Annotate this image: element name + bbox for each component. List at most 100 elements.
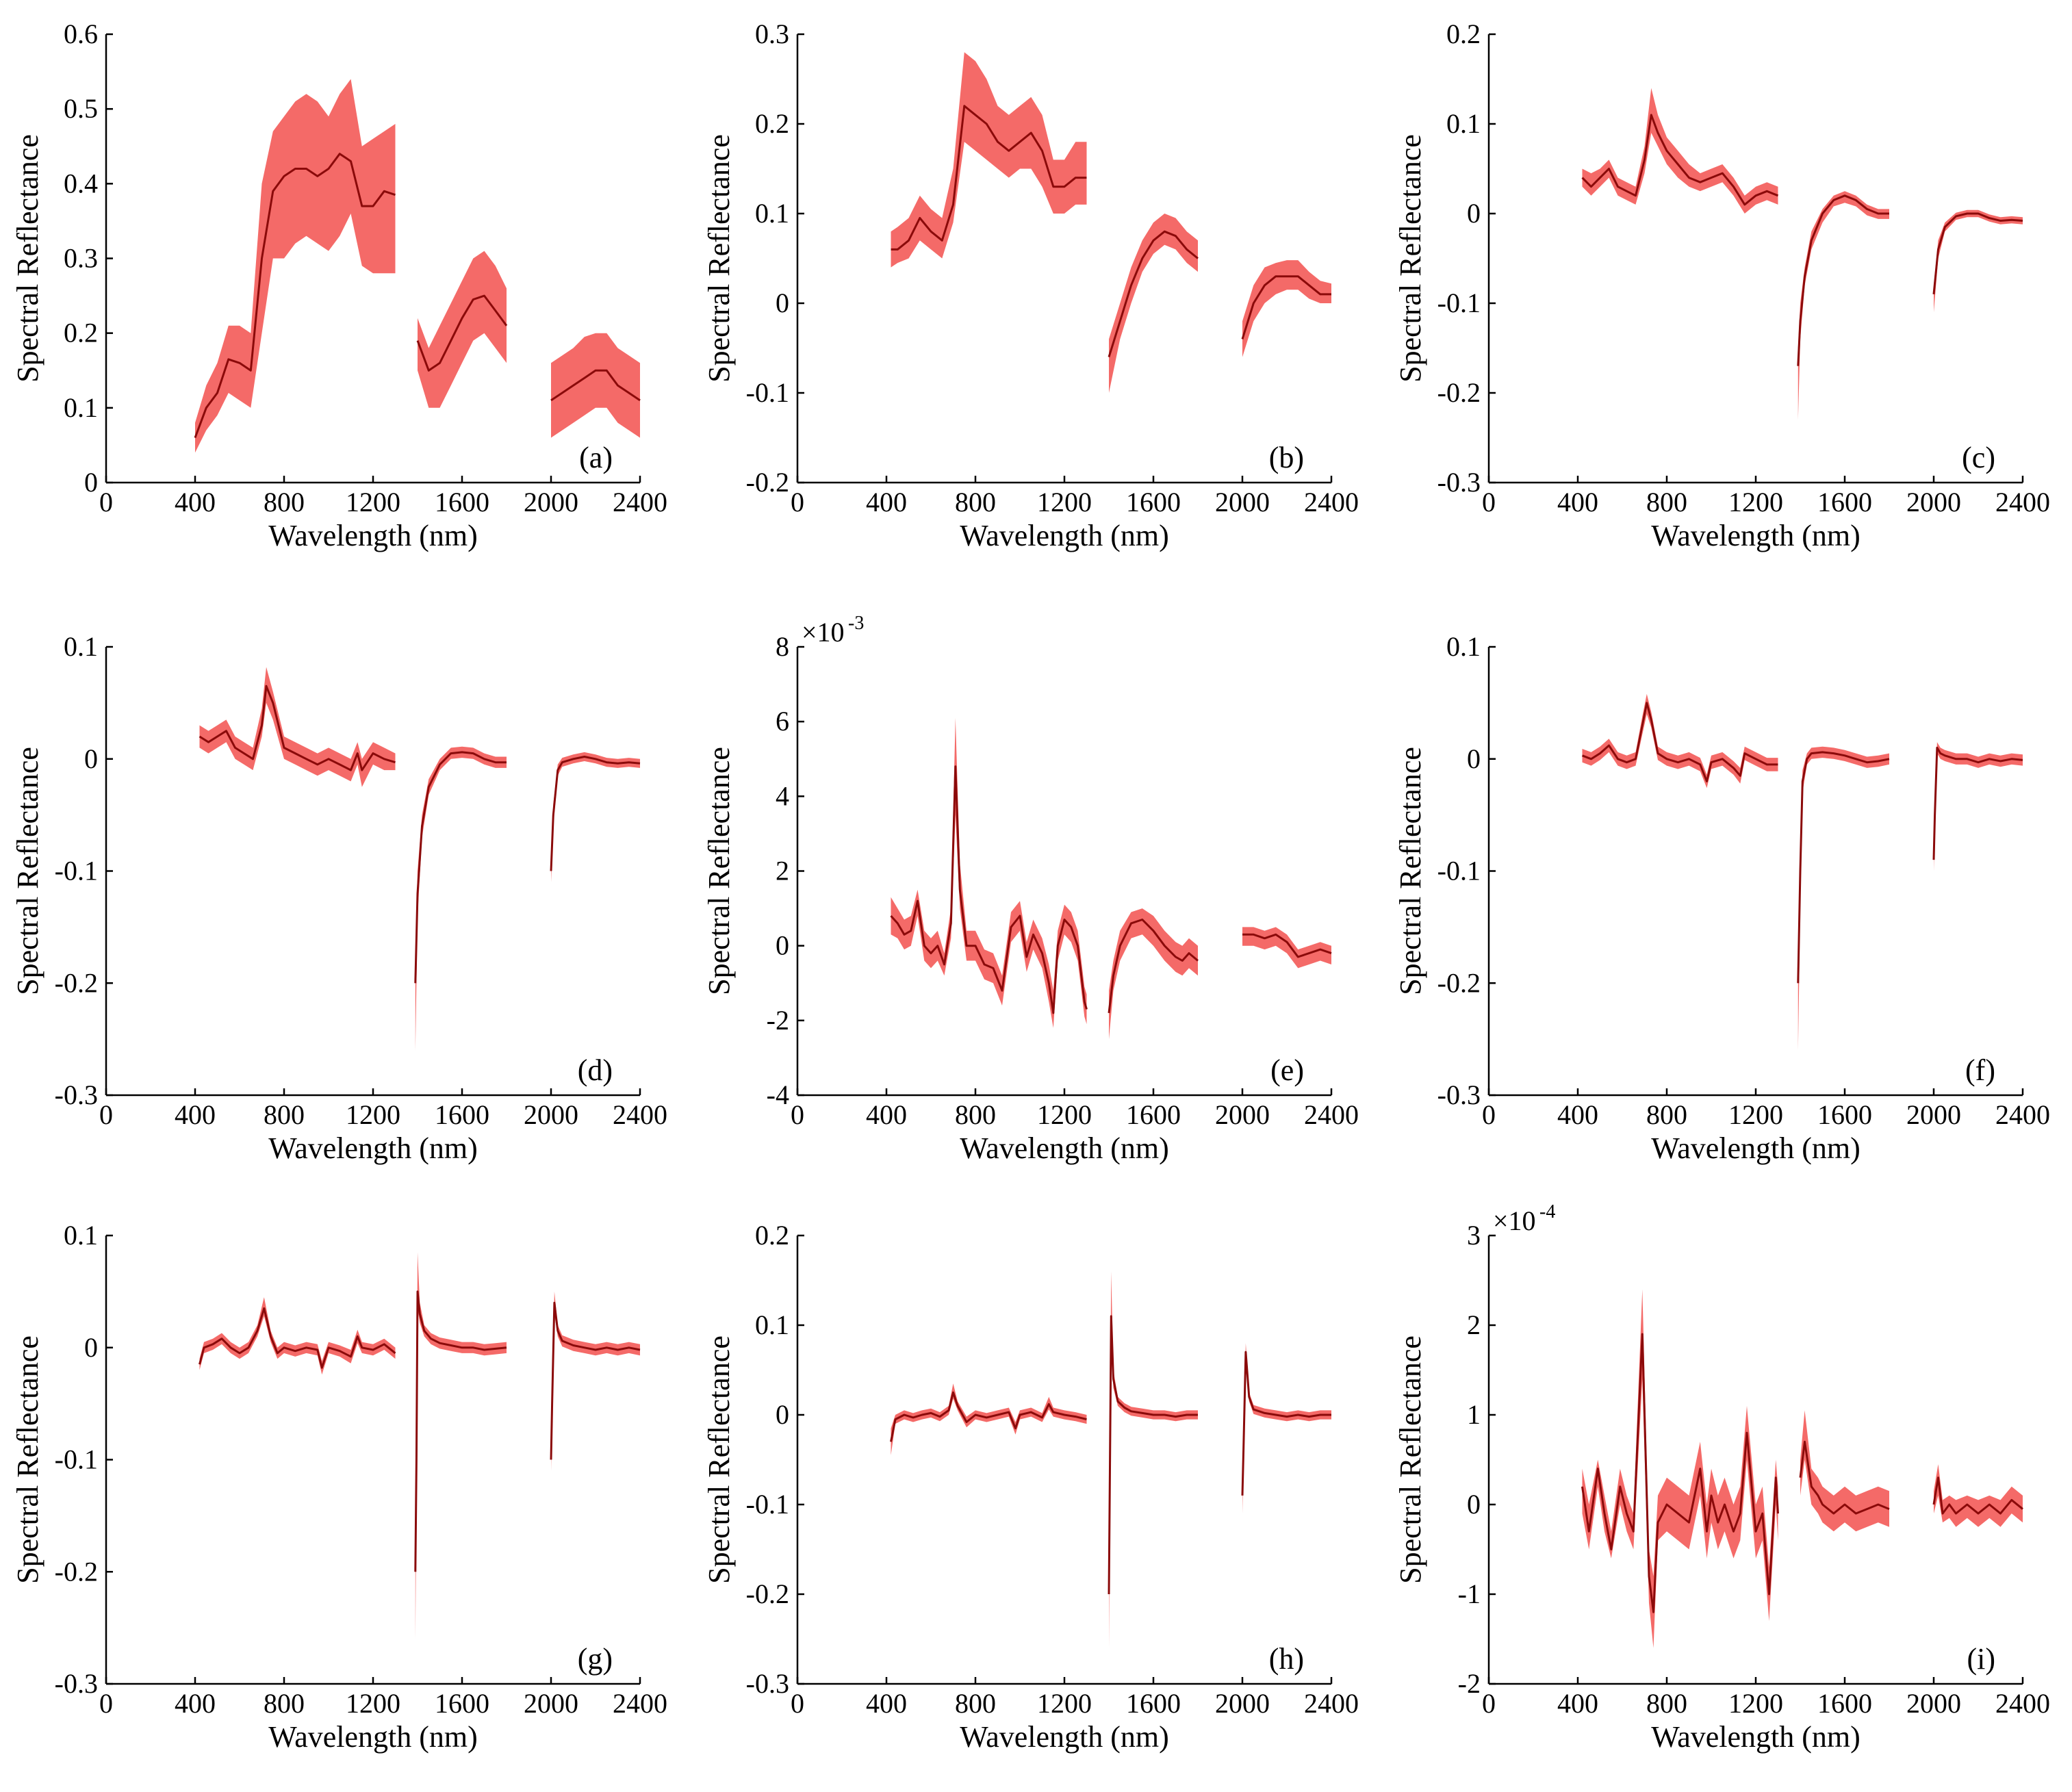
panel-f: 0 400 800 1200 1600 2000 2400 -0.3 -0.2 -0.1 0 0.1 W… <box>1394 631 2050 1165</box>
y-axis-label: Spectral Reflectance <box>1394 134 1427 383</box>
panel-h: 0 400 800 1200 1600 2000 2400 -0.3 -0.2 -0.1 0 0.1 0… <box>702 1220 1359 1754</box>
series-mean-line <box>550 1301 641 1460</box>
x-tick-label: 1600 <box>435 1688 489 1719</box>
series-band <box>1582 88 1778 214</box>
x-tick-label: 2000 <box>524 1688 578 1719</box>
panel-i: 0 400 800 1200 1600 2000 2400 -2 -1 0 1 2 3 Wavelengt… <box>1394 1201 2050 1754</box>
x-tick-label: 800 <box>1646 487 1687 517</box>
y-tick-label: 0.1 <box>755 1309 789 1340</box>
panel-label: (f) <box>1965 1053 1995 1087</box>
y-tick-label: 0.1 <box>64 1220 98 1251</box>
y-tick-label: -0.1 <box>55 1444 98 1475</box>
x-tick-label: 2400 <box>1304 1099 1359 1130</box>
y-tick-label: 0.1 <box>1446 108 1481 139</box>
series-band <box>1242 1343 1331 1514</box>
series-band <box>1798 746 1889 1051</box>
series-band <box>1582 1289 1778 1648</box>
x-axis-label: Wavelength (nm) <box>960 519 1169 552</box>
series-band <box>195 79 396 453</box>
y-tick-label: -0.3 <box>746 1668 789 1699</box>
y-axis-exponent: ×10 <box>802 617 845 648</box>
y-tick-label: 3 <box>1467 1220 1481 1251</box>
series-mean-line <box>1932 212 2023 295</box>
panel-label: (a) <box>579 441 613 474</box>
series-band <box>891 52 1087 268</box>
series-mean-line <box>1581 702 1778 782</box>
x-tick-label: 2000 <box>1906 1099 1961 1130</box>
x-tick-label: 400 <box>1557 487 1598 517</box>
x-tick-label: 1200 <box>1728 1688 1783 1719</box>
x-tick-label: 1200 <box>346 487 400 517</box>
y-tick-label: 0.1 <box>64 631 98 662</box>
panel-label: (d) <box>578 1053 613 1087</box>
panel-e: 0 400 800 1200 1600 2000 2400 -4 -2 0 2 4 6 8 Waveleng… <box>702 613 1359 1165</box>
y-tick-label: -0.3 <box>1437 1079 1481 1110</box>
x-tick-label: 1600 <box>1817 1099 1872 1130</box>
panel-d: 0 400 800 1200 1600 2000 2400 -0.3 -0.2 -0.1 0 0.1 W… <box>11 631 667 1165</box>
panel-b: 0 400 800 1200 1600 2000 2400 -0.2 -0.1 0 0.1 0.2 0.… <box>702 18 1359 552</box>
series-band <box>891 717 1087 1028</box>
y-tick-label: 0 <box>84 1332 98 1363</box>
y-tick-label: -0.1 <box>55 856 98 886</box>
series-band <box>1800 1410 1889 1532</box>
x-tick-label: 400 <box>1557 1688 1598 1719</box>
series-band <box>1242 927 1331 969</box>
series-mean-line <box>550 369 641 402</box>
x-tick-label: 2400 <box>1304 487 1359 517</box>
series-mean-line <box>890 765 1088 1014</box>
x-tick-label: 0 <box>1482 487 1496 517</box>
y-tick-label: -0.1 <box>1437 287 1481 318</box>
x-tick-label: 2000 <box>1906 1688 1961 1719</box>
x-tick-label: 2000 <box>1215 1688 1270 1719</box>
panel-label: (e) <box>1270 1053 1304 1087</box>
y-tick-label: -0.1 <box>1437 856 1481 886</box>
x-tick-label: 0 <box>1482 1688 1496 1719</box>
y-tick-label: -1 <box>1458 1578 1481 1609</box>
y-tick-label: 0.5 <box>64 93 98 124</box>
y-tick-label: 0 <box>84 467 98 498</box>
y-tick-label: 0.3 <box>755 18 789 49</box>
series-band <box>1798 191 1889 420</box>
series-mean-line <box>199 684 396 771</box>
x-tick-label: 400 <box>1557 1099 1598 1130</box>
x-tick-label: 0 <box>791 1688 804 1719</box>
x-tick-label: 2000 <box>524 487 578 517</box>
y-tick-label: -0.3 <box>55 1668 98 1699</box>
x-tick-label: 2400 <box>1995 1688 2050 1719</box>
x-tick-label: 0 <box>99 487 113 517</box>
series-mean-line <box>1242 933 1332 958</box>
series-mean-line <box>1108 1315 1198 1595</box>
x-tick-label: 0 <box>99 1099 113 1130</box>
series-mean-line <box>890 1391 1087 1442</box>
panel-label: (i) <box>1967 1642 1995 1676</box>
x-tick-label: 800 <box>955 1099 996 1130</box>
y-tick-label: 0 <box>776 1399 789 1430</box>
panel-g: 0 400 800 1200 1600 2000 2400 -0.3 -0.2 -0.1 0 0.1 W… <box>11 1220 667 1754</box>
y-axis-exponent-power: -3 <box>848 613 864 634</box>
x-tick-label: 2000 <box>524 1099 578 1130</box>
series-mean-line <box>1108 919 1199 1014</box>
y-tick-label: 0.6 <box>64 18 98 49</box>
x-axis-label: Wavelength (nm) <box>1651 1720 1860 1754</box>
x-tick-label: 800 <box>264 1099 305 1130</box>
x-tick-label: 2400 <box>1304 1688 1359 1719</box>
series-mean-line <box>416 294 508 372</box>
x-tick-label: 0 <box>791 487 804 517</box>
panel-label: (h) <box>1269 1642 1304 1676</box>
panel-a: 0 400 800 1200 1600 2000 2400 0 0.1 0.2 0.3 0.4 0.5 0… <box>11 18 667 552</box>
y-tick-label: -0.2 <box>746 467 789 498</box>
y-axis-label: Spectral Reflectance <box>1394 1335 1427 1584</box>
y-tick-label: 0.4 <box>64 168 98 199</box>
x-tick-label: 2400 <box>613 1099 667 1130</box>
series-band <box>1109 908 1198 1040</box>
y-tick-label: -0.2 <box>746 1578 789 1609</box>
x-axis-label: Wavelength (nm) <box>268 519 478 552</box>
y-tick-label: 0 <box>84 743 98 774</box>
series-mean-line <box>550 756 641 871</box>
x-tick-label: 2400 <box>613 487 667 517</box>
y-axis-label: Spectral Reflectance <box>11 747 44 995</box>
series-band <box>199 667 396 787</box>
x-tick-label: 800 <box>1646 1099 1687 1130</box>
y-tick-label: 2 <box>776 856 789 886</box>
y-tick-label: 0 <box>1467 743 1481 774</box>
